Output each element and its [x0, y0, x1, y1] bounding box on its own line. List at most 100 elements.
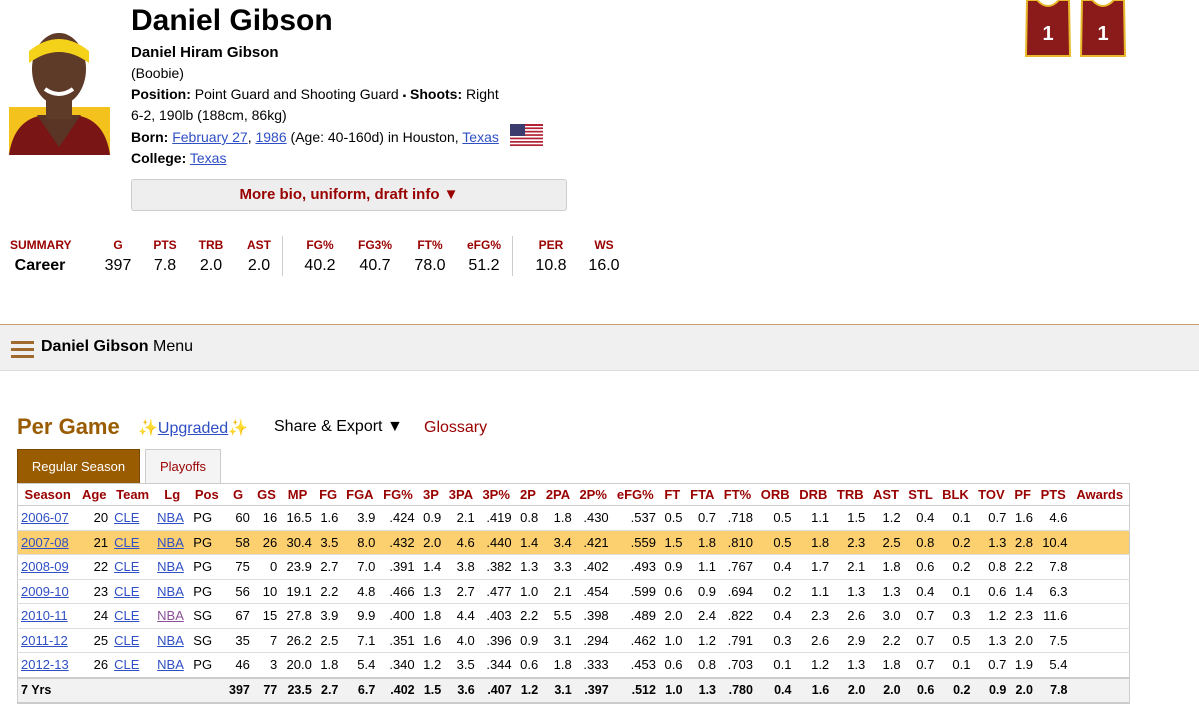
upgraded[interactable]: ✨Upgraded✨ — [138, 420, 249, 437]
column-header[interactable]: 3P% — [477, 483, 515, 506]
column-header[interactable]: PTS — [1035, 483, 1071, 506]
menu-title[interactable]: Daniel Gibson Menu — [41, 338, 193, 356]
link[interactable]: NBA — [157, 559, 184, 575]
cell: 6.7 — [341, 676, 379, 704]
cell: 10.4 — [1035, 530, 1071, 555]
cell: 7.1 — [341, 628, 379, 653]
cell: 1.6 — [794, 676, 833, 704]
column-header[interactable]: Awards — [1070, 483, 1130, 506]
footer-label: 7 Yrs — [17, 676, 78, 704]
link[interactable]: 2007-08 — [21, 534, 69, 550]
link[interactable]: Texas — [462, 129, 499, 145]
cell: 30.4 — [280, 530, 315, 555]
link[interactable]: NBA — [157, 534, 184, 550]
cell: 21 — [77, 530, 112, 555]
cell: 7 — [252, 628, 281, 653]
link[interactable]: CLE — [114, 559, 140, 575]
cell: 0.9 — [685, 579, 720, 604]
cell: 3.1 — [541, 628, 575, 653]
link[interactable]: CLE — [114, 583, 140, 599]
column-header[interactable]: GS — [252, 483, 281, 506]
column-header[interactable]: MP — [280, 483, 315, 506]
cell: 2.0 — [832, 676, 869, 704]
tab-active[interactable]: Regular Season — [17, 449, 140, 484]
column-header[interactable]: Lg — [154, 483, 191, 506]
cell: .344 — [477, 652, 515, 678]
link[interactable]: 2011-12 — [21, 632, 68, 648]
column-header[interactable]: 2P — [514, 483, 542, 506]
column-header[interactable]: PF — [1009, 483, 1036, 506]
column-header[interactable]: BLK — [937, 483, 974, 506]
cell: 1.8 — [541, 505, 575, 531]
cell: 4.6 — [444, 530, 478, 555]
column-header[interactable]: FGA — [341, 483, 379, 506]
link[interactable]: CLE — [114, 632, 140, 648]
link[interactable]: CLE — [114, 608, 140, 624]
column-header[interactable]: DRB — [794, 483, 833, 506]
link[interactable]: NBA — [157, 657, 184, 673]
cell: 0.2 — [937, 554, 974, 580]
cell — [77, 676, 112, 704]
link[interactable]: 2009-10 — [21, 583, 69, 599]
cell: CLE — [111, 603, 155, 629]
cell: 1.8 — [417, 603, 445, 629]
link[interactable]: CLE — [114, 534, 140, 550]
column-header[interactable]: TRB — [832, 483, 869, 506]
column-header[interactable]: Age — [77, 483, 112, 506]
column-header[interactable]: Team — [111, 483, 155, 506]
upgraded-link[interactable]: Upgraded — [157, 420, 229, 437]
summary-value: 7.8 — [153, 257, 177, 274]
cell: 60 — [223, 505, 253, 531]
cell: CLE — [111, 554, 155, 580]
glossary[interactable]: Glossary — [424, 419, 488, 436]
link[interactable]: 1986 — [255, 129, 287, 145]
column-header[interactable]: 3P — [417, 483, 445, 506]
more-bio-button[interactable]: More bio, uniform, draft info ▼ — [131, 179, 567, 211]
cell: 0.6 — [903, 676, 938, 704]
cell: 2.0 — [1009, 628, 1036, 653]
cell: 7.8 — [1035, 676, 1071, 704]
tab[interactable]: Playoffs — [145, 449, 221, 484]
link[interactable]: February 27 — [172, 129, 248, 145]
cell: 26.2 — [280, 628, 315, 653]
summary-header: eFG% — [466, 238, 501, 252]
column-header[interactable]: STL — [903, 483, 938, 506]
link[interactable]: 2008-09 — [21, 559, 69, 575]
column-header[interactable]: Pos — [190, 483, 224, 506]
cell: 3.9 — [314, 603, 342, 629]
column-header[interactable]: FTA — [685, 483, 720, 506]
link[interactable]: Texas — [189, 150, 227, 166]
column-header[interactable]: G — [223, 483, 253, 506]
cell: .421 — [574, 530, 612, 555]
link[interactable]: 2006-07 — [21, 510, 69, 526]
link[interactable]: 2012-13 — [21, 657, 69, 673]
column-header[interactable]: AST — [868, 483, 904, 506]
cell: PG — [190, 530, 224, 555]
menu-name: Daniel Gibson — [41, 338, 149, 355]
jersey-body — [1080, 0, 1127, 57]
column-header[interactable]: 2PA — [541, 483, 575, 506]
link[interactable]: CLE — [114, 657, 140, 673]
college-line: College: Texas — [131, 148, 226, 169]
column-header[interactable]: FG — [314, 483, 342, 506]
column-header[interactable]: 3PA — [444, 483, 478, 506]
column-header[interactable]: Season — [17, 483, 78, 506]
link[interactable]: 2010-11 — [21, 608, 68, 624]
link[interactable]: NBA — [157, 583, 184, 599]
column-header[interactable]: eFG% — [611, 483, 659, 506]
column-header[interactable]: ORB — [755, 483, 795, 506]
cell: 1.6 — [1009, 505, 1036, 531]
menu-icon[interactable] — [11, 341, 34, 359]
column-header[interactable]: FT — [658, 483, 686, 506]
cell: .396 — [477, 628, 515, 653]
column-header[interactable]: 2P% — [574, 483, 612, 506]
column-header[interactable]: TOV — [973, 483, 1010, 506]
column-header[interactable]: FG% — [378, 483, 418, 506]
column-header[interactable]: FT% — [719, 483, 756, 506]
cell: 0.1 — [937, 579, 974, 604]
link[interactable]: NBA — [157, 632, 184, 648]
link[interactable]: NBA — [157, 608, 184, 624]
link[interactable]: NBA — [157, 510, 184, 526]
link[interactable]: CLE — [114, 510, 140, 526]
share-export[interactable]: Share & Export ▼ — [274, 418, 403, 435]
